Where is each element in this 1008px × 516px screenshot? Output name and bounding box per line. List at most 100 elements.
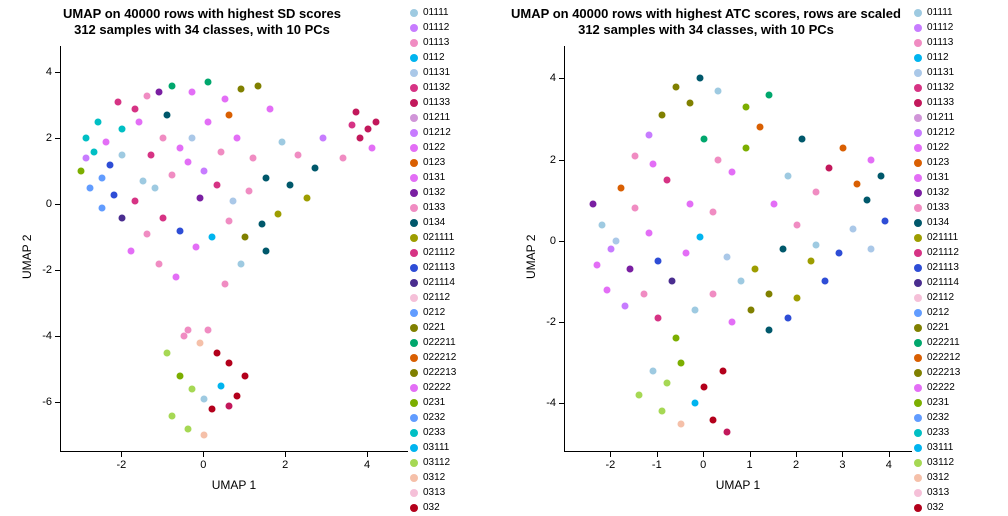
y-tick	[55, 336, 60, 337]
data-point	[274, 211, 281, 218]
data-point	[603, 286, 610, 293]
plot-area	[564, 46, 912, 452]
legend-swatch	[410, 414, 418, 422]
data-point	[589, 201, 596, 208]
legend-label: 0313	[423, 488, 445, 498]
legend-item: 032	[410, 501, 500, 516]
data-point	[854, 181, 861, 188]
y-tick-label: -4	[536, 397, 556, 409]
legend-swatch	[914, 369, 922, 377]
data-point	[365, 125, 372, 132]
data-point	[340, 155, 347, 162]
data-point	[617, 185, 624, 192]
data-point	[205, 79, 212, 86]
data-point	[303, 194, 310, 201]
legend-swatch	[914, 84, 922, 92]
legend-item: 0233	[914, 426, 1004, 441]
x-tick-label: 2	[793, 459, 799, 471]
data-point	[189, 89, 196, 96]
legend-swatch	[410, 369, 418, 377]
legend-item: 0132	[410, 186, 500, 201]
legend-item: 0133	[410, 201, 500, 216]
data-point	[373, 118, 380, 125]
x-tick-label: -2	[606, 459, 616, 471]
data-point	[766, 290, 773, 297]
x-tick	[750, 452, 751, 457]
data-point	[189, 386, 196, 393]
data-point	[184, 425, 191, 432]
legend-label: 0233	[423, 428, 445, 438]
legend-item: 01211	[914, 111, 1004, 126]
x-tick	[367, 452, 368, 457]
data-point	[664, 176, 671, 183]
data-point	[115, 99, 122, 106]
data-point	[266, 105, 273, 112]
legend-swatch	[914, 99, 922, 107]
data-point	[626, 266, 633, 273]
y-tick	[55, 72, 60, 73]
data-point	[747, 306, 754, 313]
legend-swatch	[410, 174, 418, 182]
legend-swatch	[914, 39, 922, 47]
legend-swatch	[914, 399, 922, 407]
right-legend: 0111101112011130112011310113201133012110…	[914, 6, 1004, 516]
legend-swatch	[410, 294, 418, 302]
y-tick	[559, 241, 564, 242]
data-point	[715, 87, 722, 94]
legend-item: 021111	[914, 231, 1004, 246]
data-point	[664, 379, 671, 386]
data-point	[849, 225, 856, 232]
legend-label: 0123	[927, 158, 949, 168]
data-point	[784, 172, 791, 179]
legend-swatch	[410, 219, 418, 227]
data-point	[209, 234, 216, 241]
legend-swatch	[914, 459, 922, 467]
data-point	[654, 315, 661, 322]
legend-label: 0122	[423, 143, 445, 153]
legend-swatch	[410, 159, 418, 167]
legend-swatch	[410, 24, 418, 32]
legend-swatch	[914, 189, 922, 197]
legend-item: 021114	[410, 276, 500, 291]
legend-label: 01113	[423, 38, 449, 48]
x-tick-label: -2	[117, 459, 127, 471]
data-point	[258, 221, 265, 228]
legend-item: 01132	[914, 81, 1004, 96]
data-point	[812, 241, 819, 248]
data-point	[238, 260, 245, 267]
data-point	[143, 231, 150, 238]
data-point	[673, 83, 680, 90]
y-tick-label: 4	[536, 72, 556, 84]
data-point	[645, 229, 652, 236]
legend-label: 0232	[927, 413, 949, 423]
chart-container: UMAP on 40000 rows with highest SD score…	[0, 0, 1008, 504]
legend-swatch	[410, 99, 418, 107]
y-tick-label: 0	[536, 235, 556, 247]
legend-label: 0134	[927, 218, 949, 228]
legend-item: 0221	[410, 321, 500, 336]
data-point	[205, 326, 212, 333]
legend-swatch	[914, 384, 922, 392]
legend-item: 021112	[914, 246, 1004, 261]
data-point	[90, 148, 97, 155]
data-point	[156, 89, 163, 96]
legend-item: 03111	[410, 441, 500, 456]
data-point	[742, 103, 749, 110]
legend-item: 0134	[410, 216, 500, 231]
legend-label: 01211	[423, 113, 450, 123]
data-point	[160, 214, 167, 221]
data-point	[678, 359, 685, 366]
data-point	[184, 158, 191, 165]
legend-label: 0134	[423, 218, 445, 228]
data-point	[710, 209, 717, 216]
data-point	[650, 367, 657, 374]
legend-label: 0132	[423, 188, 445, 198]
legend-item: 01112	[914, 21, 1004, 36]
legend-label: 0122	[927, 143, 949, 153]
data-point	[111, 191, 118, 198]
data-point	[766, 327, 773, 334]
data-point	[668, 278, 675, 285]
data-point	[176, 227, 183, 234]
legend-swatch	[914, 69, 922, 77]
x-tick	[203, 452, 204, 457]
